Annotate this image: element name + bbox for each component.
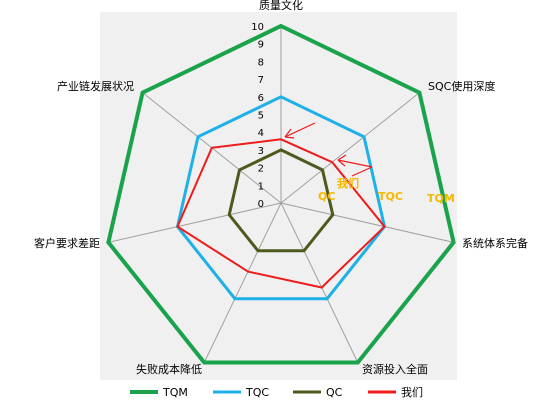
- legend: TQM TQC QC 我们: [130, 385, 423, 399]
- axis-label: 产业链发展状况: [57, 79, 134, 93]
- r-tick-label: 4: [258, 128, 264, 139]
- axis-label: 客户要求差距: [34, 236, 100, 250]
- axis-label: SQC使用深度: [428, 79, 495, 93]
- series-polygon-QC: [227, 148, 335, 253]
- series-polygon-TQC: [175, 95, 387, 301]
- series-polygon-我们: [176, 138, 386, 289]
- annotation-arrow: [337, 159, 373, 168]
- annotation-label: TQC: [378, 190, 403, 203]
- annotation-arrow: [351, 166, 373, 177]
- radar-spoke: [203, 202, 282, 363]
- r-tick-label: 6: [258, 93, 264, 104]
- radar-spoke: [280, 202, 359, 363]
- radial-tick-labels: 0 1 2 3 4 5 6 7 8 9 10: [251, 22, 264, 210]
- axis-label: 质量文化: [259, 0, 303, 12]
- annotation-label: QC: [318, 190, 335, 203]
- legend-label: 我们: [401, 385, 423, 399]
- annotation-label: TQM: [427, 192, 455, 205]
- legend-label: TQM: [162, 386, 188, 399]
- annotations: 我们 TQM TQC QC: [284, 122, 455, 205]
- annotation-label: 我们: [337, 176, 359, 190]
- r-tick-label: 5: [258, 111, 264, 122]
- annotation-arrow: [284, 122, 316, 138]
- radar-spoke: [280, 202, 454, 243]
- axis-label: 资源投入全面: [362, 362, 428, 376]
- r-tick-label: 10: [251, 22, 264, 33]
- r-tick-label: 8: [258, 57, 264, 68]
- annotation-arrowhead: [284, 128, 295, 139]
- r-tick-label: 2: [258, 164, 264, 175]
- radar-spoke: [280, 92, 420, 204]
- r-tick-label: 7: [258, 75, 264, 86]
- r-tick-label: 0: [258, 199, 264, 210]
- legend-label: QC: [326, 386, 343, 399]
- axis-label: 系统体系完备: [462, 236, 528, 250]
- radar-series: [106, 23, 456, 365]
- plot-background: [100, 12, 457, 380]
- r-tick-label: 9: [258, 40, 264, 51]
- r-tick-label: 3: [258, 146, 264, 157]
- radar-spoke: [108, 202, 282, 243]
- r-tick-label: 1: [258, 181, 264, 192]
- series-polygon-TQM: [106, 23, 456, 365]
- legend-label: TQC: [245, 386, 269, 399]
- axis-label: 失败成本降低: [136, 362, 202, 376]
- annotation-arrowhead: [337, 154, 347, 167]
